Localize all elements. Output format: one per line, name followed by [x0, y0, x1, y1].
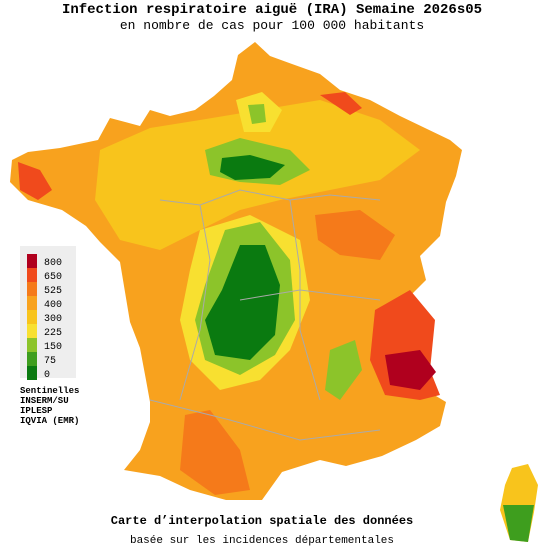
- legend-label: 225: [44, 328, 62, 339]
- southwest-orange: [180, 410, 250, 495]
- france-map: [10, 42, 538, 542]
- paris-dark: [220, 155, 285, 180]
- center-dark: [205, 245, 280, 360]
- footer-title: Carte d’interpolation spatiale des donné…: [111, 514, 413, 528]
- region-borders: [149, 189, 381, 441]
- source-line: IQVIA (EMR): [20, 416, 79, 426]
- legend-swatch: [27, 254, 37, 268]
- legend-label: 150: [44, 342, 62, 353]
- legend-swatch: [27, 268, 37, 282]
- source-line: INSERM/SU: [20, 396, 69, 406]
- corsica-green: [503, 505, 534, 542]
- legend-label: 400: [44, 300, 62, 311]
- legend-label: 75: [44, 356, 56, 367]
- source-line: Sentinelles: [20, 386, 79, 396]
- legend-label: 525: [44, 286, 62, 297]
- legend-label: 800: [44, 258, 62, 269]
- legend-swatch: [27, 338, 37, 352]
- legend: 800 650 525 400 300 225 150 75 0: [27, 254, 62, 381]
- source-line: IPLESP: [20, 406, 53, 416]
- legend-swatch: [27, 324, 37, 338]
- legend-swatch: [27, 282, 37, 296]
- legend-swatch: [27, 352, 37, 366]
- legend-label: 0: [44, 370, 50, 381]
- alps-dark: [385, 350, 436, 390]
- legend-swatch: [27, 366, 37, 380]
- legend-label: 650: [44, 272, 62, 283]
- legend-swatch: [27, 310, 37, 324]
- legend-swatch: [27, 296, 37, 310]
- subtitle: en nombre de cas pour 100 000 habitants: [120, 18, 424, 33]
- title: Infection respiratoire aiguë (IRA) Semai…: [62, 2, 482, 18]
- rhone-green: [325, 340, 362, 400]
- north-green: [248, 104, 266, 124]
- brittany-red: [18, 162, 52, 200]
- footer-note: basée sur les incidences départementales: [130, 535, 394, 547]
- east-orange: [315, 210, 395, 260]
- legend-label: 300: [44, 314, 62, 325]
- northeast-red: [320, 92, 362, 115]
